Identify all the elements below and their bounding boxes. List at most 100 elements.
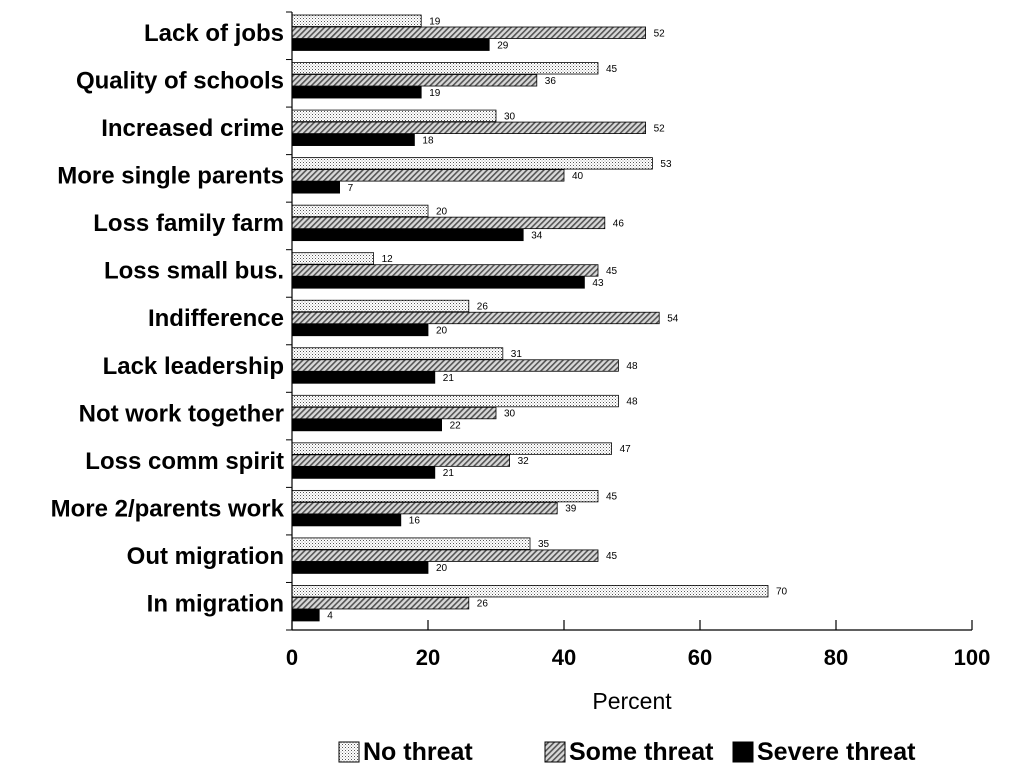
data-label: 43 <box>592 278 604 289</box>
bar-some-threat <box>291 406 497 420</box>
legend-label: No threat <box>363 738 473 766</box>
category-label: Loss comm spirit <box>85 448 284 475</box>
data-label: 19 <box>429 16 441 27</box>
data-label: 47 <box>620 444 632 455</box>
category-label: Lack of jobs <box>144 20 284 47</box>
data-label: 39 <box>565 504 577 515</box>
data-label: 30 <box>504 111 516 122</box>
data-label: 45 <box>606 492 618 503</box>
x-tick-label: 20 <box>416 645 440 670</box>
bar-some-threat <box>291 597 470 610</box>
bar-severe-threat <box>291 86 422 99</box>
data-label: 36 <box>545 76 557 87</box>
data-label: 4 <box>327 611 333 622</box>
bar-some-threat <box>291 121 647 134</box>
bar-no-threat <box>291 14 422 27</box>
data-label: 26 <box>477 599 489 610</box>
data-label: 70 <box>776 587 788 598</box>
data-label: 31 <box>511 349 523 360</box>
bar-no-threat <box>291 394 619 408</box>
bar-severe-threat <box>291 513 402 527</box>
data-label: 45 <box>606 551 618 562</box>
category-label: Loss family farm <box>93 210 284 237</box>
data-label: 20 <box>436 206 448 217</box>
bar-some-threat <box>291 216 606 230</box>
bar-severe-threat <box>291 133 415 146</box>
bar-severe-threat <box>291 38 490 51</box>
data-label: 52 <box>654 28 666 39</box>
data-label: 21 <box>443 373 455 384</box>
x-tick-label: 40 <box>552 645 576 670</box>
data-label: 26 <box>477 301 489 312</box>
bar-some-threat <box>291 501 558 515</box>
legend-swatch <box>338 741 360 763</box>
bar-some-threat <box>291 454 511 467</box>
data-label: 34 <box>531 230 543 241</box>
data-label: 12 <box>382 254 394 265</box>
bar-some-threat <box>291 549 599 562</box>
bar-no-threat <box>291 442 613 455</box>
category-label: Out migration <box>127 543 284 570</box>
bar-some-threat <box>291 26 647 39</box>
category-label: Lack leadership <box>103 353 284 380</box>
category-label: Quality of schools <box>76 68 284 95</box>
legend-swatch <box>544 741 566 763</box>
x-tick-label: 0 <box>286 645 298 670</box>
bar-no-threat <box>291 252 374 265</box>
bar-severe-threat <box>291 418 443 432</box>
data-label: 48 <box>626 361 638 372</box>
data-label: 40 <box>572 171 584 182</box>
bar-no-threat <box>291 585 769 598</box>
bar-severe-threat <box>291 276 585 289</box>
data-label: 30 <box>504 409 516 420</box>
data-label: 45 <box>606 266 618 277</box>
data-label: 18 <box>422 135 434 146</box>
bar-no-threat <box>291 204 429 218</box>
bar-no-threat <box>291 347 504 360</box>
x-tick-label: 100 <box>954 645 991 670</box>
bar-some-threat <box>291 169 565 182</box>
data-label: 16 <box>409 516 421 527</box>
bar-severe-threat <box>291 181 340 194</box>
x-tick-label: 60 <box>688 645 712 670</box>
bar-no-threat <box>291 489 599 503</box>
labels: 19 52 29 Lack of jobs 45 36 19 Quality of schoo… <box>51 16 991 714</box>
data-label: 21 <box>443 468 455 479</box>
legend: No threat Some threat Severe threat <box>338 738 916 766</box>
bar-some-threat <box>291 264 599 277</box>
data-label: 48 <box>626 397 638 408</box>
bar-severe-threat <box>291 323 429 337</box>
x-axis-title: Percent <box>592 688 672 714</box>
data-label: 53 <box>660 159 672 170</box>
legend-label: Some threat <box>569 738 714 766</box>
bar-severe-threat <box>291 466 436 479</box>
bar-no-threat <box>291 109 497 122</box>
data-label: 46 <box>613 218 625 229</box>
legend-label: Severe threat <box>757 738 916 766</box>
bar-severe-threat <box>291 228 524 242</box>
data-label: 20 <box>436 563 448 574</box>
data-label: 35 <box>538 539 550 550</box>
data-label: 54 <box>667 313 679 324</box>
bar-severe-threat <box>291 561 429 574</box>
category-label: Loss small bus. <box>104 258 284 285</box>
legend-swatch <box>732 741 754 763</box>
bar-severe-threat <box>291 609 320 622</box>
bar-no-threat <box>291 157 653 170</box>
data-label: 20 <box>436 325 448 336</box>
category-label: Increased crime <box>101 115 284 142</box>
data-label: 29 <box>497 40 509 51</box>
data-label: 7 <box>348 183 354 194</box>
bar-some-threat <box>291 74 538 87</box>
category-label: In migration <box>147 590 284 617</box>
bar-some-threat <box>291 359 619 372</box>
bar-no-threat <box>291 62 599 75</box>
category-label: More single parents <box>57 163 284 190</box>
x-tick-label: 80 <box>824 645 848 670</box>
category-label: More 2/parents work <box>51 495 285 522</box>
bar-no-threat <box>291 299 470 313</box>
data-label: 45 <box>606 64 618 75</box>
data-label: 19 <box>429 88 441 99</box>
